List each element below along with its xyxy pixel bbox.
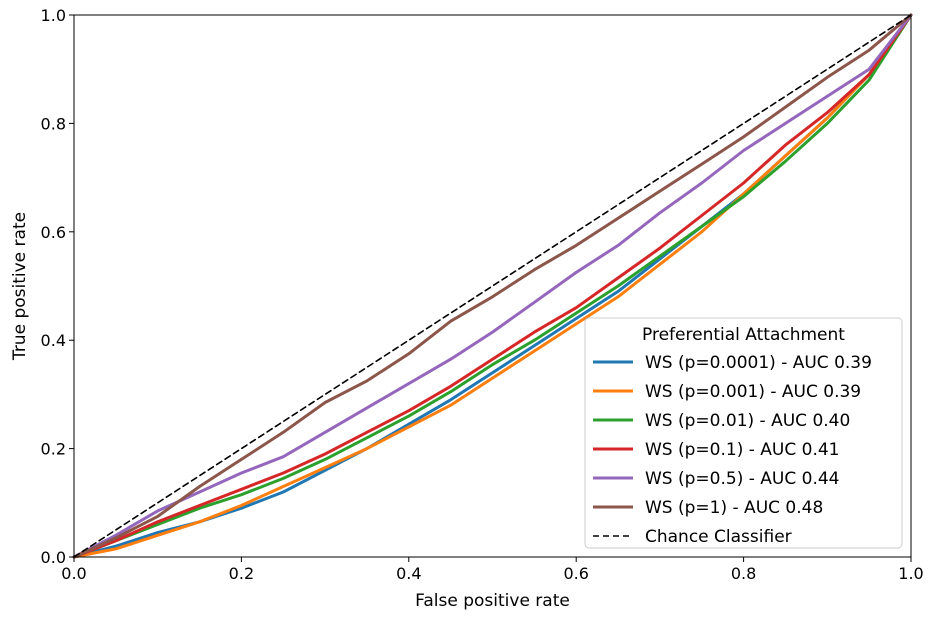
x-tick-label: 0.8 (731, 564, 756, 583)
legend-label-2: WS (p=0.01) - AUC 0.40 (645, 411, 850, 431)
legend: Preferential Attachment WS (p=0.0001) - … (584, 317, 903, 549)
y-tick-label: 0.2 (41, 440, 66, 459)
y-tick-label: 0.4 (41, 331, 66, 350)
x-axis-ticks: 0.0 0.2 0.4 0.6 0.8 1.0 (61, 557, 924, 583)
x-tick-label: 1.0 (898, 564, 923, 583)
legend-label-1: WS (p=0.001) - AUC 0.39 (645, 382, 861, 402)
x-axis-label: False positive rate (415, 591, 570, 611)
legend-box (584, 317, 903, 549)
legend-label-0: WS (p=0.0001) - AUC 0.39 (645, 353, 872, 373)
series-line-1 (72, 13, 913, 559)
series-line-5 (72, 13, 913, 559)
series-line-6 (73, 14, 912, 558)
legend-label-5: WS (p=1) - AUC 0.48 (645, 498, 823, 518)
x-tick-label: 0.0 (61, 564, 86, 583)
y-tick-label: 0.0 (41, 548, 66, 567)
series-line-3 (72, 13, 913, 559)
axes-frame (73, 14, 912, 558)
series-line-4 (72, 13, 913, 559)
x-tick-label: 0.6 (563, 564, 588, 583)
series-line-2 (72, 13, 913, 559)
y-tick-label: 0.8 (41, 114, 66, 133)
legend-label-6: Chance Classifier (645, 527, 792, 547)
legend-label-3: WS (p=0.1) - AUC 0.41 (645, 440, 839, 460)
y-tick-label: 0.6 (41, 223, 66, 242)
x-tick-label: 0.2 (229, 564, 254, 583)
y-axis-label: True positive rate (10, 212, 30, 361)
legend-items: WS (p=0.0001) - AUC 0.39 WS (p=0.001) - A… (593, 353, 872, 547)
y-axis-ticks: 0.0 0.2 0.4 0.6 0.8 1.0 (41, 6, 74, 567)
x-tick-label: 0.4 (396, 564, 421, 583)
legend-title: Preferential Attachment (642, 325, 845, 345)
y-tick-label: 1.0 (41, 6, 66, 25)
series-lines (72, 13, 913, 559)
legend-label-4: WS (p=0.5) - AUC 0.44 (645, 469, 839, 489)
